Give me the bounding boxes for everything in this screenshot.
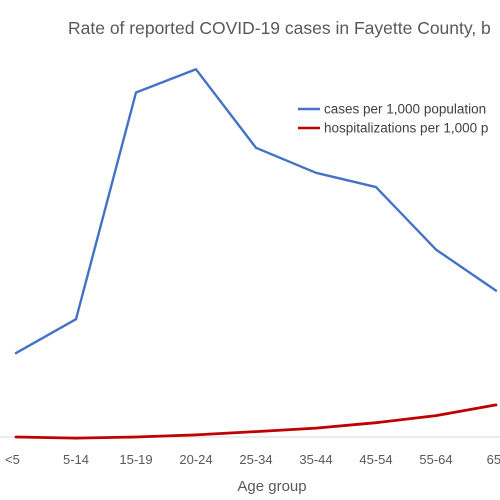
- x-tick-label: 20-24: [179, 452, 212, 467]
- chart-title: Rate of reported COVID-19 cases in Fayet…: [68, 18, 491, 38]
- series-line-hospitalizations: [14, 403, 498, 440]
- series-layer: [14, 68, 498, 440]
- x-tick-label: 65-: [487, 452, 500, 467]
- x-tick-label: 25-34: [239, 452, 272, 467]
- x-tick-label: 55-64: [419, 452, 452, 467]
- legend-label: cases per 1,000 population: [324, 102, 486, 117]
- x-tick-label: <5: [5, 452, 20, 467]
- legend: cases per 1,000 population hospitalizatio…: [298, 102, 488, 136]
- series-line-cases: [14, 68, 498, 355]
- x-tick-label: 45-54: [359, 452, 392, 467]
- x-axis-ticks: <5 5-14 15-19 20-24 25-34 35-44 45-54 55-64 65-: [5, 452, 500, 467]
- x-tick-label: 35-44: [299, 452, 332, 467]
- legend-label: hospitalizations per 1,000 p: [324, 121, 488, 136]
- plot-area: [0, 68, 500, 440]
- x-tick-label: 5-14: [63, 452, 89, 467]
- x-axis-title: Age group: [237, 478, 306, 495]
- x-tick-label: 15-19: [119, 452, 152, 467]
